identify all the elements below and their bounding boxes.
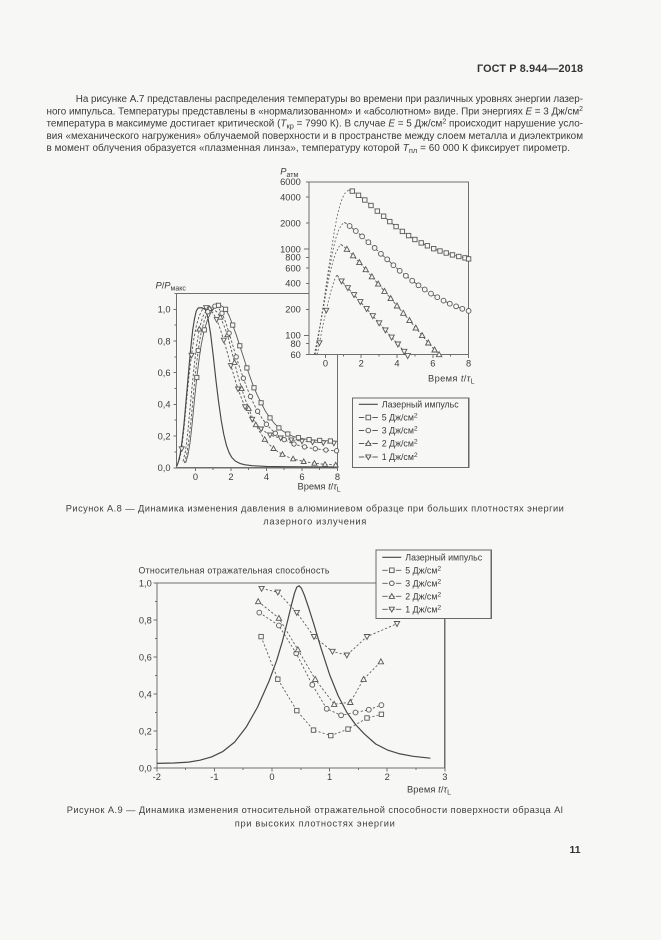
svg-text:0: 0	[193, 472, 198, 482]
svg-text:0,4: 0,4	[139, 689, 152, 699]
svg-text:Время t/τL: Время t/τL	[428, 373, 475, 385]
svg-text:0,0: 0,0	[158, 463, 171, 473]
svg-text:8: 8	[335, 472, 340, 482]
svg-text:3 Дж/см2: 3 Дж/см2	[405, 578, 441, 588]
svg-text:P/Pмакс: P/Pмакс	[156, 280, 187, 292]
svg-text:Лазерный импульс: Лазерный импульс	[405, 552, 482, 562]
svg-text:Рисунок А.8 — Динамика изменен: Рисунок А.8 — Динамика изменения давлени…	[66, 503, 564, 513]
svg-text:6: 6	[299, 472, 304, 482]
svg-text:0: 0	[323, 358, 328, 368]
svg-text:ного импульса. Температуры пре: ного импульса. Температуры представлены …	[47, 106, 584, 117]
svg-text:60: 60	[290, 350, 300, 360]
svg-text:2000: 2000	[280, 218, 301, 228]
svg-text:-2: -2	[153, 772, 161, 782]
svg-text:6: 6	[430, 358, 435, 368]
svg-text:На рисунке А.7 представлены ра: На рисунке А.7 представлены распределени…	[76, 94, 583, 105]
svg-text:2: 2	[385, 772, 390, 782]
svg-text:11: 11	[570, 845, 581, 856]
svg-text:4: 4	[394, 358, 399, 368]
svg-text:6000: 6000	[280, 177, 301, 187]
svg-text:Время t/τL: Время t/τL	[298, 481, 341, 493]
svg-text:температура в максимуме достиг: температура в максимуме достигает критич…	[47, 118, 584, 130]
svg-text:в момент облучения образуется: в момент облучения образуется «плазменна…	[47, 143, 571, 155]
svg-text:0,2: 0,2	[139, 726, 152, 736]
svg-text:0,2: 0,2	[158, 431, 171, 441]
svg-text:лазерного излучения: лазерного излучения	[263, 516, 366, 526]
svg-text:8: 8	[466, 358, 471, 368]
svg-text:0,6: 0,6	[139, 652, 152, 662]
svg-text:0: 0	[269, 772, 274, 782]
svg-text:1: 1	[327, 772, 332, 782]
svg-text:при высоких плотностях энергии: при высоких плотностях энергии	[235, 819, 395, 829]
svg-text:1,0: 1,0	[158, 305, 171, 315]
svg-text:2 Дж/см2: 2 Дж/см2	[382, 439, 418, 449]
svg-text:200: 200	[285, 305, 301, 315]
svg-text:5 Дж/см2: 5 Дж/см2	[405, 565, 441, 575]
svg-text:80: 80	[290, 339, 300, 349]
svg-text:0,8: 0,8	[139, 615, 152, 625]
svg-text:1 Дж/см2: 1 Дж/см2	[382, 452, 418, 462]
svg-text:4000: 4000	[280, 192, 301, 202]
svg-text:2 Дж/см2: 2 Дж/см2	[405, 591, 441, 601]
svg-text:3: 3	[442, 772, 447, 782]
svg-text:800: 800	[285, 253, 301, 263]
svg-text:0,8: 0,8	[158, 336, 171, 346]
svg-text:вия «механического нагружения»: вия «механического нагружения» облучаемо…	[47, 131, 584, 142]
svg-text:0,4: 0,4	[158, 400, 171, 410]
svg-text:Время t/τL: Время t/τL	[407, 784, 451, 796]
svg-text:ГОСТ Р 8.944—2018: ГОСТ Р 8.944—2018	[477, 63, 583, 75]
svg-text:Рисунок А.9 — Динамика изменен: Рисунок А.9 — Динамика изменения относит…	[67, 805, 563, 815]
svg-text:100: 100	[285, 331, 301, 341]
svg-text:Pатм: Pатм	[280, 167, 298, 179]
svg-text:1,0: 1,0	[139, 578, 152, 588]
svg-text:5 Дж/см2: 5 Дж/см2	[382, 413, 418, 423]
svg-text:Относительная отражательная сп: Относительная отражательная способность	[139, 565, 330, 575]
svg-text:0,6: 0,6	[158, 368, 171, 378]
svg-text:0,0: 0,0	[139, 763, 152, 773]
svg-text:-1: -1	[210, 772, 218, 782]
svg-text:2: 2	[359, 358, 364, 368]
svg-text:2: 2	[228, 472, 233, 482]
svg-text:600: 600	[285, 264, 301, 274]
svg-text:1000: 1000	[280, 244, 301, 254]
svg-text:4: 4	[264, 472, 269, 482]
svg-text:400: 400	[285, 279, 301, 289]
svg-text:Лазерный импульс: Лазерный импульс	[382, 399, 459, 409]
svg-text:1 Дж/см2: 1 Дж/см2	[405, 604, 441, 614]
svg-text:3 Дж/см2: 3 Дж/см2	[382, 426, 418, 436]
